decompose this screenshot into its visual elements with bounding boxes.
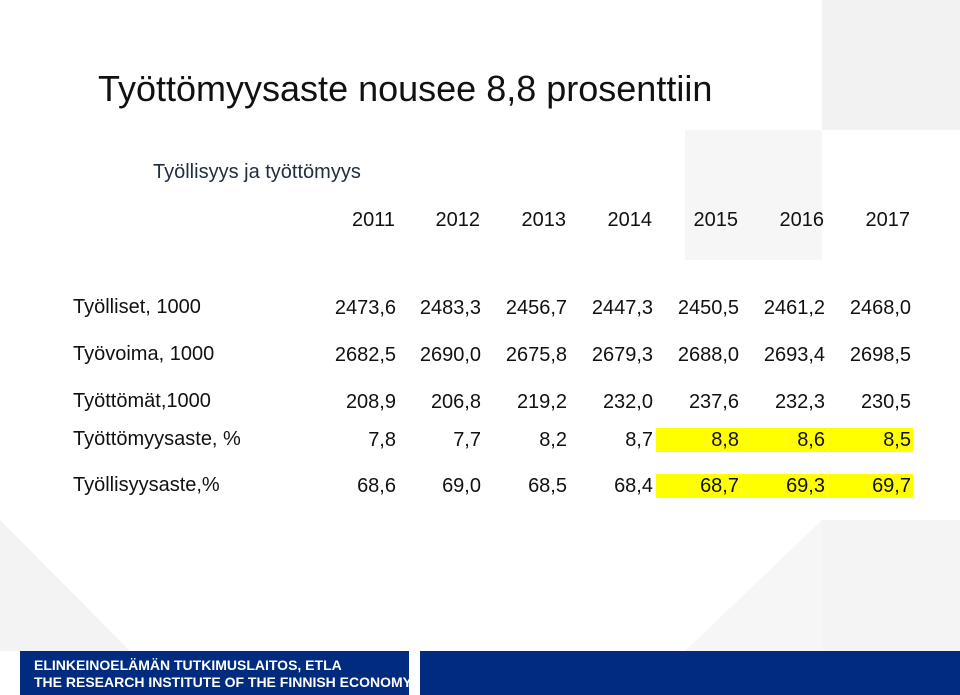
table-cell: 68,7 bbox=[656, 474, 741, 498]
table-cell: 230,5 bbox=[860, 391, 911, 413]
table-cell: 68,4 bbox=[614, 475, 653, 497]
table-row: Työttömyysaste, % 7,8 7,7 8,2 8,7 8,8 8,6 8,5 bbox=[0, 422, 960, 458]
background-square-top-right bbox=[822, 0, 960, 130]
table-row: Työlliset, 1000 2473,6 2483,3 2456,7 2447,3 2… bbox=[0, 290, 960, 326]
table-cell: 7,7 bbox=[453, 429, 481, 451]
table-cell: 2447,3 bbox=[591, 297, 653, 319]
table-cell: 7,8 bbox=[368, 429, 396, 451]
table-row: Työvoima, 1000 2682,5 2690,0 2675,8 2679,3 26… bbox=[0, 337, 960, 373]
table-cell: 2473,6 bbox=[334, 297, 396, 319]
table-cell: 8,8 bbox=[656, 428, 741, 452]
page-title: Työttömyysaste nousee 8,8 prosenttiin bbox=[98, 68, 713, 109]
table-cell: 2456,7 bbox=[505, 297, 567, 319]
background-triangle-right bbox=[685, 520, 822, 651]
row-label: Työttömät,1000 bbox=[73, 390, 211, 412]
table-cell: 68,6 bbox=[357, 475, 396, 497]
table-row: Työllisyysaste,% 68,6 69,0 68,5 68,4 68,7 69,3… bbox=[0, 468, 960, 504]
table-cell: 68,5 bbox=[528, 475, 567, 497]
row-label: Työlliset, 1000 bbox=[73, 296, 201, 318]
table-cell: 237,6 bbox=[688, 391, 739, 413]
table-cell: 2679,3 bbox=[591, 344, 653, 366]
year-header: 2014 bbox=[607, 209, 653, 231]
table-subtitle: Työllisyys ja työttömyys bbox=[153, 161, 361, 183]
year-header: 2012 bbox=[435, 209, 481, 231]
table-cell: 2468,0 bbox=[849, 297, 911, 319]
table-cell: 219,2 bbox=[516, 391, 567, 413]
table-cell: 2693,4 bbox=[763, 344, 825, 366]
table-cell: 232,0 bbox=[602, 391, 653, 413]
table-cell: 8,5 bbox=[828, 428, 913, 452]
table-cell: 2698,5 bbox=[849, 344, 911, 366]
footer-line-1: ELINKEINOELÄMÄN TUTKIMUSLAITOS, ETLA bbox=[34, 657, 342, 673]
background-triangle-left bbox=[0, 520, 130, 651]
table-cell: 8,6 bbox=[742, 428, 827, 452]
table-cell: 2688,0 bbox=[677, 344, 739, 366]
table-cell: 2675,8 bbox=[505, 344, 567, 366]
table-cell: 2483,3 bbox=[419, 297, 481, 319]
footer-bar-left bbox=[20, 651, 409, 695]
year-header: 2015 bbox=[693, 209, 739, 231]
table-cell: 232,3 bbox=[774, 391, 825, 413]
table-cell: 69,0 bbox=[442, 475, 481, 497]
table-cell: 8,7 bbox=[625, 429, 653, 451]
year-header: 2011 bbox=[351, 209, 395, 231]
row-label: Työllisyysaste,% bbox=[73, 474, 220, 496]
background-square-bottom bbox=[822, 520, 960, 651]
table-cell: 2450,5 bbox=[677, 297, 739, 319]
table-cell: 206,8 bbox=[430, 391, 481, 413]
table-cell: 8,2 bbox=[539, 429, 567, 451]
table-cell: 208,9 bbox=[345, 391, 396, 413]
footer-line-2: THE RESEARCH INSTITUTE OF THE FINNISH EC… bbox=[34, 674, 413, 690]
year-header: 2016 bbox=[779, 209, 825, 231]
table-row: Työttömät,1000 208,9 206,8 219,2 232,0 237,6 2… bbox=[0, 384, 960, 420]
table-cell: 69,3 bbox=[742, 474, 827, 498]
background-square-mid bbox=[685, 130, 822, 260]
table-cell: 2461,2 bbox=[763, 297, 825, 319]
table-cell: 2682,5 bbox=[334, 344, 396, 366]
table-cell: 2690,0 bbox=[419, 344, 481, 366]
row-label: Työvoima, 1000 bbox=[73, 343, 215, 365]
footer-bar-right bbox=[420, 651, 960, 695]
year-header: 2013 bbox=[521, 209, 567, 231]
year-header: 2017 bbox=[865, 209, 911, 231]
table-cell: 69,7 bbox=[828, 474, 913, 498]
row-label: Työttömyysaste, % bbox=[73, 428, 241, 450]
year-header-row: 2011 2012 2013 2014 2015 2016 2017 bbox=[0, 209, 960, 233]
